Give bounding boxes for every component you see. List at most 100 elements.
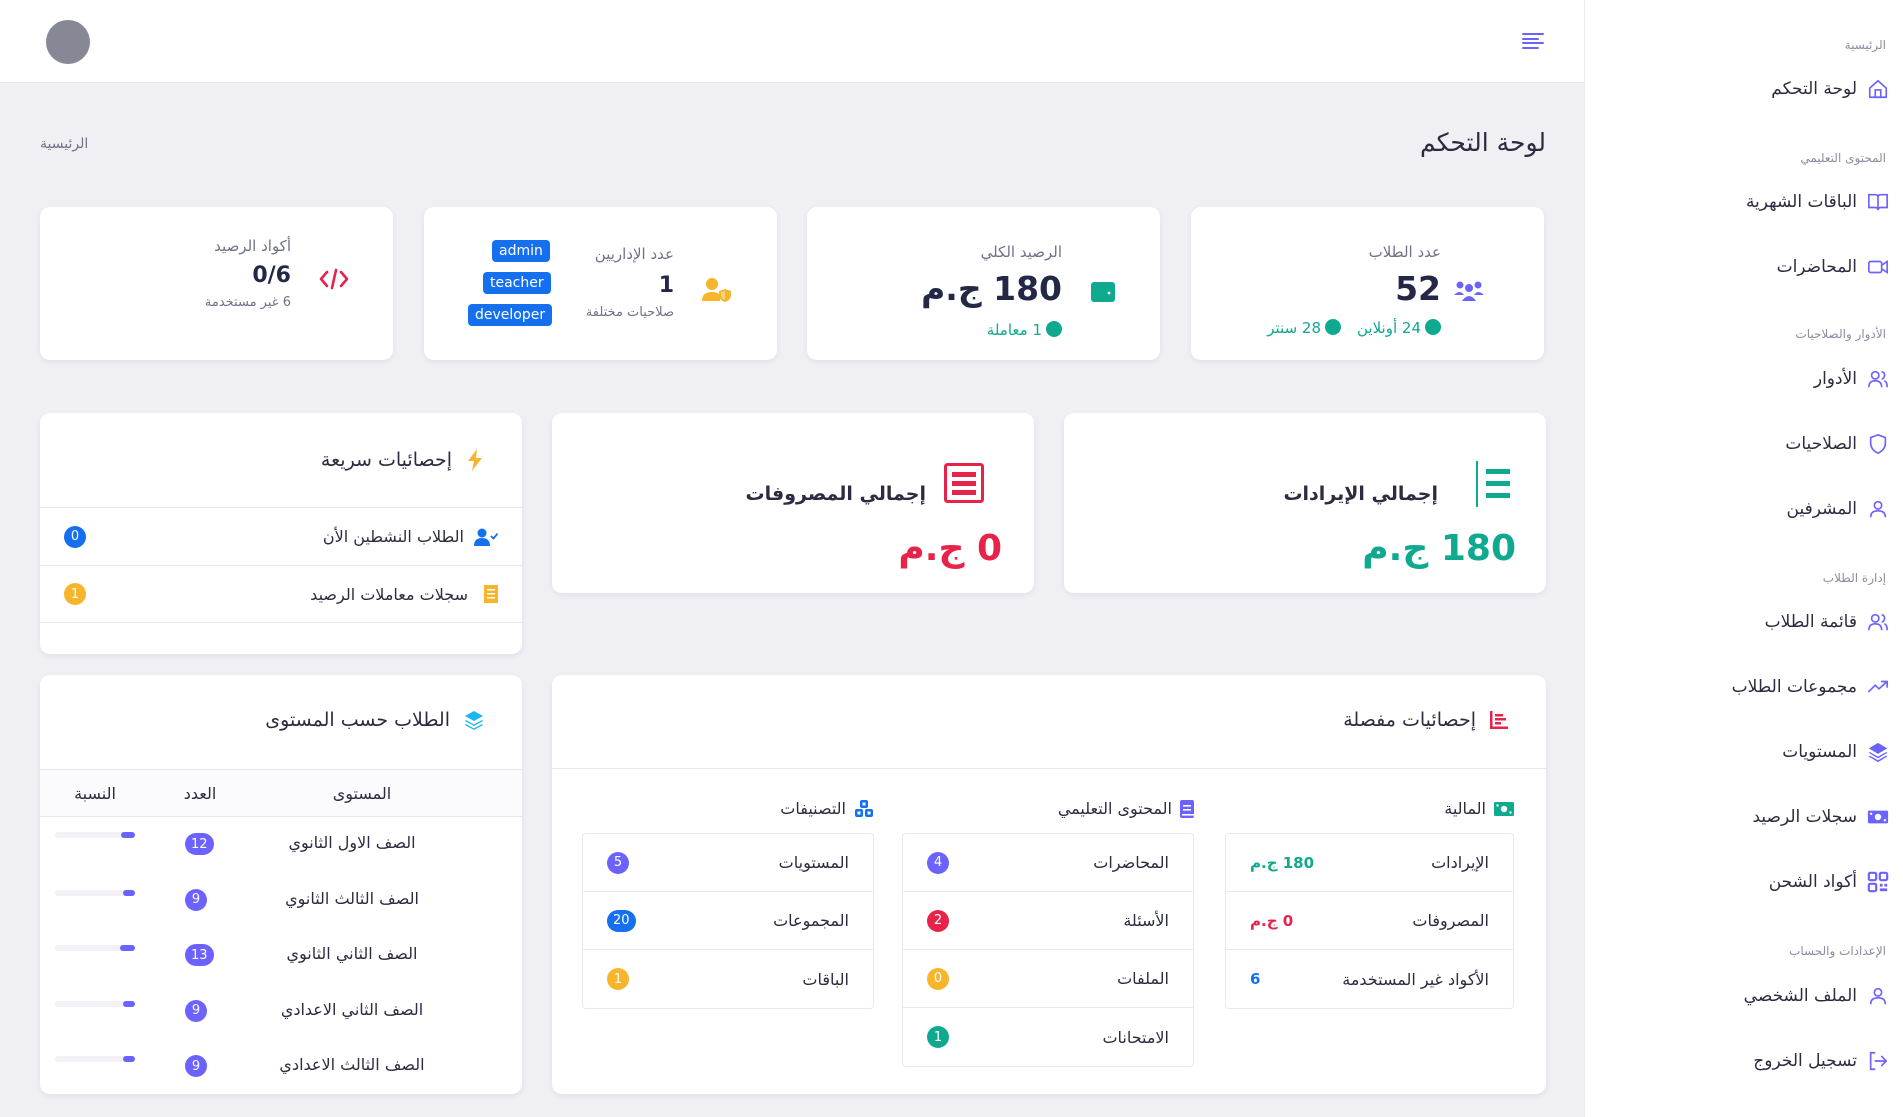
sidebar-item-dashboard[interactable]: لوحة التحكم [1771,78,1889,100]
income-title: إجمالي الإيرادات [1283,483,1438,505]
sidebar-item-lectures[interactable]: المحاضرات [1777,256,1889,278]
sidebar-item-profile[interactable]: الملف الشخصي [1744,985,1889,1007]
sidebar-item-balance-logs[interactable]: سجلات الرصيد [1752,806,1889,828]
codes-sub: 6 غير مستخدمة [204,295,291,310]
content-label: الأسئلة [1123,911,1169,930]
content-list: المحاضرات 4 الأسئلة 2 الملفات 0 الامتحانات 1 [902,833,1194,1067]
column-header-percent[interactable]: النسبة [74,784,116,803]
codes-label: أكواد الرصيد [214,237,291,255]
students-breakdown: 24 أونلاين 28 سنتر [1267,319,1441,337]
content-label: الملفات [1117,969,1169,988]
level-percent-fill [123,889,135,896]
level-percent-bar [55,945,135,951]
sidebar-item-monthly-packages[interactable]: الباقات الشهرية [1746,191,1889,213]
content-count-badge: 1 [927,1026,949,1048]
role-chip-teacher: teacher [483,272,551,294]
content-row: الأسئلة 2 [903,892,1193,950]
top-header [0,0,1584,83]
role-chip-developer: developer [468,304,553,326]
level-count-badge: 9 [185,1055,207,1077]
online-count: 24 أونلاين [1357,319,1441,337]
levels-table-header: المستوى العدد النسبة [40,769,522,817]
quick-stat-count: 0 [64,525,86,548]
breadcrumb[interactable]: الرئيسية [40,136,89,152]
finance-list: الإيرادات 180 ج.م المصروفات 0 ج.م الأكوا… [1225,833,1514,1009]
level-row: الصف الثالث الثانوي 9 [40,873,522,928]
users-icon [1868,370,1888,388]
quick-stat-row[interactable]: سجلات معاملات الرصيد 1 [40,565,522,623]
levels-title: الطلاب حسب المستوى [265,709,450,731]
money-icon [1867,810,1889,824]
content-row: الملفات 0 [903,950,1193,1008]
user-shield-icon [702,278,731,302]
money-icon [1494,801,1514,816]
level-row: الصف الثالث الاعدادي 9 [40,1039,522,1094]
home-icon [1868,79,1888,99]
sidebar-item-charge-codes[interactable]: أكواد الشحن [1769,871,1889,893]
sidebar-item-student-groups[interactable]: مجموعات الطلاب [1732,676,1889,698]
finance-group-title: المالية [1444,799,1514,818]
hamburger-menu-icon[interactable] [1522,33,1544,49]
balance-codes-card: أكواد الرصيد 0/6 6 غير مستخدمة [40,207,393,360]
chart-bar-icon [1490,711,1508,729]
receipt-icon [484,585,498,603]
students-count-card: عدد الطلاب 52 24 أونلاين 28 سنتر [1191,207,1544,360]
content-row: المحاضرات 4 [903,834,1193,892]
quick-stats-header: إحصائيات سريعة [321,449,484,471]
expenses-receipt-icon [944,463,984,503]
content-row: الامتحانات 1 [903,1008,1193,1066]
column-header-count[interactable]: العدد [183,784,217,803]
level-name: الصف الثاني الثانوي [286,944,418,963]
level-name: الصف الاول الثانوي [288,833,416,852]
income-list-icon [1476,461,1510,507]
sidebar-item-logout[interactable]: تسجيل الخروج [1753,1050,1889,1072]
level-percent-fill [120,945,135,951]
quick-stats-title: إحصائيات سريعة [320,449,452,471]
sidebar-section-content: المحتوى التعليمي [1800,151,1886,165]
level-row: الصف الثاني الاعدادي 9 [40,984,522,1039]
total-income-card: إجمالي الإيرادات 180 ج.م [1064,413,1546,593]
cubes-icon [855,799,873,817]
content-label: الامتحانات [1102,1027,1169,1047]
category-label: الباقات [802,969,849,989]
expenses-title: إجمالي المصروفات [745,483,926,505]
quick-stat-row[interactable]: الطلاب النشطين الأن 0 [40,507,522,565]
level-name: الصف الثالث الاعدادي [279,1055,425,1074]
category-count-badge: 20 [607,909,636,932]
category-label: المستويات [778,853,849,872]
level-percent-fill [121,832,135,838]
layers-icon [465,711,483,730]
user-avatar[interactable] [46,20,90,64]
user-check-icon [474,528,498,546]
layers-icon [1868,742,1888,763]
sidebar-item-levels[interactable]: المستويات [1782,741,1889,763]
content-count-badge: 4 [927,851,949,874]
total-expenses-card: إجمالي المصروفات 0 ج.م [552,413,1034,593]
level-percent-bar [55,1000,135,1007]
users-icon [1868,613,1888,631]
role-chip-admin: admin [492,240,550,262]
column-header-level[interactable]: المستوى [332,784,392,803]
transactions-count: 1 معاملة [987,321,1062,339]
sidebar-item-permissions[interactable]: الصلاحيات [1785,433,1889,455]
level-name: الصف الثالث الثانوي [285,888,419,908]
level-name: الصف الثاني الاعدادي [280,999,424,1019]
category-row: الباقات 1 [583,950,873,1008]
categories-list: المستويات 5 المجموعات 20 الباقات 1 [582,833,874,1009]
center-count: 28 سنتر [1267,319,1341,337]
users-group-icon [1454,281,1484,301]
level-percent-bar [55,832,135,838]
sidebar-section-settings: الإعدادات والحساب [1789,944,1886,958]
book-open-icon [1868,193,1888,211]
admins-count-card: عدد الإداريين 1 صلاحيات مختلفة admin tea… [424,207,777,360]
level-count-badge: 9 [185,888,207,911]
video-icon [1868,259,1888,275]
sidebar-item-roles[interactable]: الأدوار [1814,368,1889,390]
sidebar-item-students-list[interactable]: قائمة الطلاب [1765,611,1889,633]
students-label: عدد الطلاب [1368,243,1441,261]
sidebar-item-supervisors[interactable]: المشرفين [1787,498,1889,520]
quick-stat-count: 1 [64,583,86,605]
quick-stat-label: الطلاب النشطين الأن [322,527,464,546]
shield-icon [1869,433,1887,455]
code-icon [319,268,349,290]
